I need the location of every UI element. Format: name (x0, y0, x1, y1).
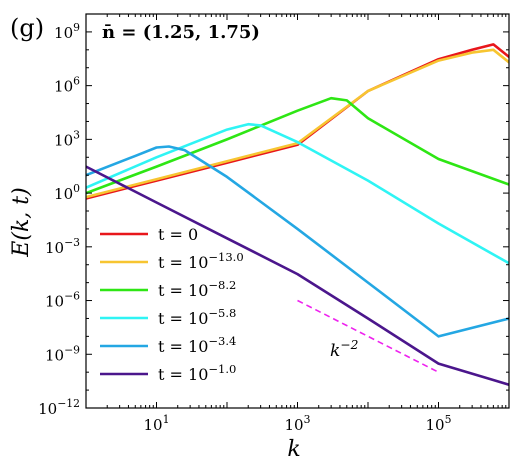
y-tick-label: 106 (54, 75, 80, 96)
legend-label-4: t = 10−5.8 (158, 306, 236, 328)
series-line-5 (86, 145, 509, 338)
series-line-3 (86, 96, 509, 195)
legend-label-6: t = 10−1.0 (158, 362, 236, 384)
x-tick-label: 101 (144, 413, 170, 434)
legend-label-1: t = 0 (158, 225, 198, 244)
legend-label-5: t = 10−3.4 (158, 334, 236, 356)
series-line-1 (86, 43, 509, 200)
x-tick-label: 105 (426, 413, 452, 434)
slope-label: k−2 (330, 338, 359, 361)
y-tick-label: 100 (54, 182, 80, 203)
y-tick-label: 10−9 (45, 343, 80, 364)
chart-annotation: n̄ = (1.25, 1.75) (102, 22, 260, 43)
y-tick-label: 10−3 (45, 236, 80, 257)
panel-label: (g) (10, 14, 44, 42)
y-axis: 10−12 10−9 10−6 10−3 100 103 106 109 (38, 13, 509, 418)
series-line-6 (86, 165, 509, 386)
y-tick-label: 103 (54, 128, 80, 149)
legend: t = 0 t = 10−13.0 t = 10−8.2 t = 10−5.8 t = … (100, 225, 244, 384)
series-line-2 (86, 48, 509, 199)
x-axis: 101 103 105 (85, 14, 510, 434)
y-tick-label: 109 (54, 21, 80, 42)
y-tick-label: 10−6 (45, 290, 80, 311)
legend-label-2: t = 10−13.0 (158, 250, 244, 272)
slope-reference-line (297, 299, 439, 373)
x-axis-label: k (287, 437, 300, 462)
plot-frame (85, 13, 510, 409)
y-tick-label: 10−12 (38, 397, 80, 418)
x-tick-label: 103 (285, 413, 311, 434)
legend-label-3: t = 10−8.2 (158, 278, 236, 300)
plot-area: k−2 (85, 13, 510, 409)
y-axis-label: E(k, t) (9, 187, 34, 257)
